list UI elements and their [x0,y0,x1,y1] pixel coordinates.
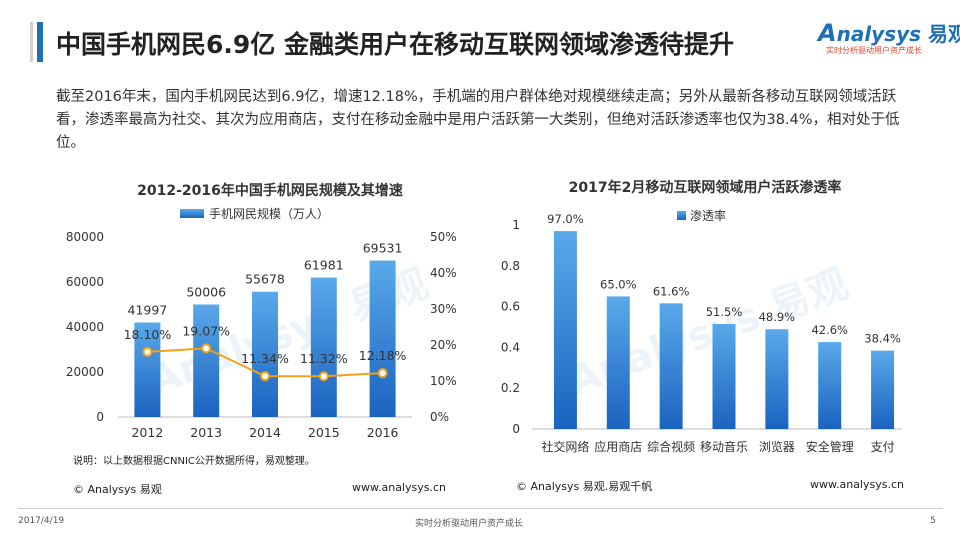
bar [712,323,736,429]
x-tick-label: 社交网络 [541,439,589,454]
y2-tick-label: 50% [430,230,457,244]
y-tick-label: 80000 [66,230,104,244]
y-tick-label: 0.6 [501,300,520,314]
chart2-svg: 渗透率 0 0.2 0.4 0.6 0.8 1 97.0% 社交网络 65.0% 应用商店 61.6%… [501,208,902,454]
growth-rate-label: 18.10% [124,327,172,342]
legend-label-penetration: 渗透率 [690,208,726,223]
bar-data-label: 61.6% [653,284,690,298]
y2-tick-label: 30% [430,302,457,316]
url-right[interactable]: www.analysys.cn [810,478,904,491]
title-accent-bar-light [30,22,33,62]
logo-tagline: 实时分析驱动用户资产成长 [826,46,922,55]
growth-rate-label: 19.07% [182,323,230,338]
footer-tagline: 实时分析驱动用户资产成长 [415,519,524,529]
bar-data-label: 69531 [363,241,403,256]
title-accent-bar [37,22,43,62]
logo-wordmark: Analysys 易观 [818,18,960,47]
chart1-footnote: 说明：以上数据根据CNNIC公开数据所得，易观整理。 [73,456,315,467]
bar [765,329,789,429]
bar [310,277,337,417]
growth-rate-point [318,371,329,382]
copyright-left: © Analysys 易观 [73,483,162,496]
y-tick-label: 0.2 [501,381,520,395]
y2-tick-label: 40% [430,266,457,280]
y-tick-label: 1 [512,218,520,232]
bar-data-label: 65.0% [600,277,637,291]
footer-date: 2017/4/19 [18,516,65,526]
logo-text-cn: 易观 [928,22,960,46]
x-tick-label: 综合视频 [647,439,695,454]
y-tick-label: 40000 [66,320,104,334]
y2-tick-label: 10% [430,374,457,388]
growth-rate-label: 11.32% [300,351,348,366]
bar-data-label: 61981 [304,258,344,273]
chart1-svg: 手机网民规模（万人） 0 20000 40000 60000 80000 0% 10% 20% 3… [66,206,457,440]
y2-tick-label: 20% [430,338,457,352]
bar [193,304,220,417]
growth-rate-point [142,346,153,357]
bar [252,291,278,417]
bar-data-label: 41997 [128,303,168,318]
x-tick-label: 浏览器 [759,439,795,454]
footer-page-number: 5 [930,516,936,526]
logo-a-icon: A [818,19,837,47]
bar-data-label: 97.0% [547,212,584,226]
y-tick-label: 0 [96,410,104,424]
chart1-title: 2012-2016年中国手机网民规模及其增速 [137,183,403,199]
bar [606,296,630,429]
logo-text-en: nalysys [836,22,922,46]
intro-paragraph: 截至2016年末，国内手机网民达到6.9亿，增速12.18%，手机端的用户群体绝… [56,89,900,151]
footer-divider [18,508,943,509]
page-title: 中国手机网民6.9亿 金融类用户在移动互联网领域渗透待提升 [56,30,734,59]
bar-data-label: 38.4% [864,332,901,346]
legend-label-bars: 手机网民规模（万人） [209,206,329,221]
bar-data-label: 48.9% [759,310,796,324]
legend-swatch-penetration [677,211,686,220]
x-tick-label: 2016 [367,425,399,440]
x-tick-label: 2012 [131,425,163,440]
bar-data-label: 42.6% [811,323,848,337]
bar [871,350,895,429]
y-tick-label: 20000 [66,365,104,379]
bar [659,303,683,429]
bar [369,260,396,417]
bar [818,342,842,429]
growth-rate-label: 11.34% [241,351,289,366]
x-tick-label: 安全管理 [806,439,854,454]
y-tick-label: 0.4 [501,340,520,354]
y-tick-label: 0.8 [501,259,520,273]
chart2-title: 2017年2月移动互联网领域用户活跃渗透率 [568,180,842,196]
bar [553,231,577,429]
x-tick-label: 应用商店 [594,439,642,454]
growth-rate-point [201,343,212,354]
growth-rate-point [260,371,270,382]
bar-data-label: 51.5% [706,305,743,319]
analysys-logo: Analysys 易观 实时分析驱动用户资产成长 [818,18,960,58]
url-left[interactable]: www.analysys.cn [352,481,446,494]
legend-swatch-bars [180,209,204,218]
bar-data-label: 55678 [245,272,285,287]
y2-tick-label: 0% [430,410,449,424]
x-tick-label: 2013 [190,425,222,440]
growth-rate-point [377,368,388,379]
x-tick-label: 支付 [871,440,895,454]
y-tick-label: 60000 [66,275,104,289]
x-tick-label: 2015 [308,425,340,440]
copyright-right: © Analysys 易观.易观千帆 [516,480,653,493]
bar-data-label: 50006 [186,284,226,299]
y-tick-label: 0 [512,422,520,436]
x-tick-label: 移动音乐 [700,439,748,454]
growth-rate-label: 12.18% [359,348,407,363]
bar [134,322,161,417]
x-tick-label: 2014 [249,425,281,440]
